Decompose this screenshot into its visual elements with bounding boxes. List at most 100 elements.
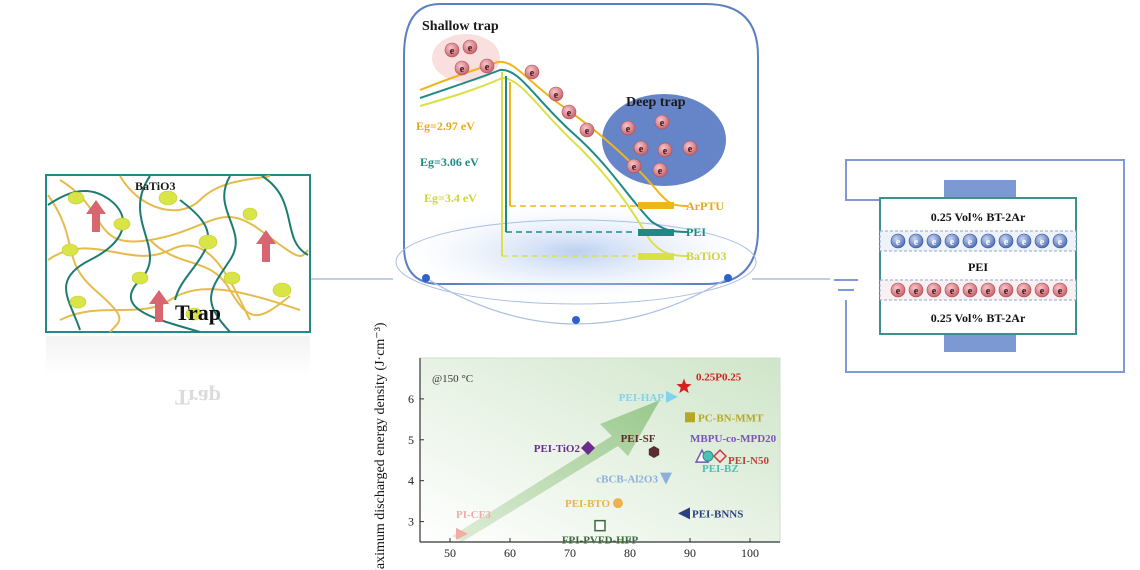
point-label: PEI-BTO — [565, 498, 610, 510]
svg-text:e: e — [626, 124, 631, 135]
point-pei-bnns — [678, 507, 690, 520]
chart-annotation: @150 °C — [432, 373, 473, 385]
electron: e — [633, 140, 649, 156]
bottom-layer-label: 0.25 Vol% BT-2Ar — [931, 311, 1026, 325]
y-tick-label: 4 — [408, 474, 414, 488]
trapped-electron: e — [890, 282, 906, 298]
electron: e — [657, 142, 673, 158]
electron: e — [462, 39, 478, 55]
point-label: PEI-TiO2 — [534, 443, 581, 455]
point-0-25p0-25 — [676, 378, 692, 394]
electron: e — [454, 60, 470, 76]
electron: e — [652, 162, 668, 178]
deep-trap-label: Deep trap — [626, 95, 686, 110]
point-fpi-pvfd-hfp — [594, 519, 606, 532]
svg-text:e: e — [530, 68, 535, 79]
trapped-electron: e — [1016, 282, 1032, 298]
svg-text:e: e — [1040, 237, 1045, 248]
bandgap-batio3: Eg=3.4 eV — [424, 191, 477, 205]
point-label: 0.25P0.25 — [696, 372, 742, 384]
orbit-node-bottom — [572, 316, 580, 324]
orbit-node-right — [724, 274, 732, 282]
y-tick-label: 5 — [408, 433, 414, 447]
chart-point-labels: 0.25P0.25 PEI-HAP PC-BN-MMT PEI-SF PEI-TiO2 M… — [456, 372, 777, 547]
svg-text:e: e — [986, 237, 991, 248]
point-label: PEI-BNNS — [692, 508, 743, 520]
svg-text:e: e — [554, 90, 559, 101]
material-arptu-label: ArPTU — [686, 199, 724, 213]
point-pei-bz — [702, 450, 714, 462]
bandgap-arptu: Eg=2.97 eV — [416, 119, 475, 133]
y-tick-label: 3 — [408, 515, 414, 529]
point-cbcb-al2o3 — [660, 472, 672, 485]
bottom-electrode — [944, 334, 1016, 352]
x-tick-label: 60 — [504, 546, 516, 560]
glow-ellipse — [408, 204, 744, 300]
electron: e — [444, 42, 460, 58]
svg-text:e: e — [1004, 286, 1009, 297]
chart-axes: 50 60 70 80 90 100 3 4 5 6 — [408, 358, 780, 560]
svg-text:e: e — [914, 237, 919, 248]
negative-charge: e — [926, 233, 942, 249]
svg-text:e: e — [1058, 237, 1063, 248]
svg-text:e: e — [932, 286, 937, 297]
svg-text:e: e — [663, 146, 668, 157]
point-pei-tio2 — [581, 440, 595, 455]
svg-text:e: e — [950, 286, 955, 297]
electron: e — [548, 86, 564, 102]
svg-text:e: e — [658, 166, 663, 177]
negative-charge: e — [980, 233, 996, 249]
svg-text:e: e — [1040, 286, 1045, 297]
trapped-electron: e — [908, 282, 924, 298]
x-tick-label: 100 — [741, 546, 759, 560]
trap-arrow-3 — [149, 290, 169, 322]
point-label: PEI-SF — [621, 433, 656, 445]
negative-charge: e — [908, 233, 924, 249]
negative-charge: e — [962, 233, 978, 249]
svg-text:e: e — [639, 144, 644, 155]
circuit-wire — [845, 159, 1125, 373]
svg-text:e: e — [688, 144, 693, 155]
point-pei-n50 — [712, 449, 728, 464]
trap-label: Trap — [175, 300, 221, 325]
negative-charge: e — [1052, 233, 1068, 249]
point-pei-hap — [666, 390, 678, 403]
point-pei-sf — [648, 446, 660, 458]
svg-text:e: e — [1004, 237, 1009, 248]
svg-text:e: e — [632, 162, 637, 173]
bandgap-pei: Eg=3.06 eV — [420, 155, 479, 169]
trapped-electron: e — [962, 282, 978, 298]
point-label: PEI-N50 — [728, 455, 769, 467]
svg-text:e: e — [968, 286, 973, 297]
electron: e — [682, 140, 698, 156]
trap-arrows — [86, 200, 276, 322]
y-axis-title: Maximum discharged energy density (J·cm⁻… — [373, 322, 388, 570]
trapped-electron: e — [1052, 282, 1068, 298]
orbit-inner — [395, 219, 757, 305]
capacitor-cell — [879, 197, 1077, 335]
point-label: FPI-PVFD-HFP — [562, 535, 639, 547]
batio3-level — [638, 253, 674, 260]
electron: e — [626, 158, 642, 174]
point-label: PEI-BZ — [702, 463, 739, 475]
trapped-electron: e — [944, 282, 960, 298]
shallow-trap-label: Shallow trap — [422, 19, 499, 34]
svg-text:e: e — [485, 62, 490, 73]
material-batio3-label: BaTiO3 — [686, 249, 726, 263]
right-panel: e e e e e e e e e e e e e e e e e e e e 0.25 Vol% BT-2Ar P… — [834, 159, 1125, 373]
filler-label: BaTiO3 — [135, 179, 175, 193]
x-tick-label: 50 — [444, 546, 456, 560]
electron: e — [654, 114, 670, 130]
material-pei-label: PEI — [686, 225, 706, 239]
point-pei-bto — [613, 498, 623, 509]
svg-text:e: e — [914, 286, 919, 297]
svg-text:e: e — [896, 237, 901, 248]
left-panel: BaTiO3 Trap Trap — [45, 174, 311, 410]
trapped-electron: e — [980, 282, 996, 298]
trap-arrow-1 — [86, 200, 106, 232]
